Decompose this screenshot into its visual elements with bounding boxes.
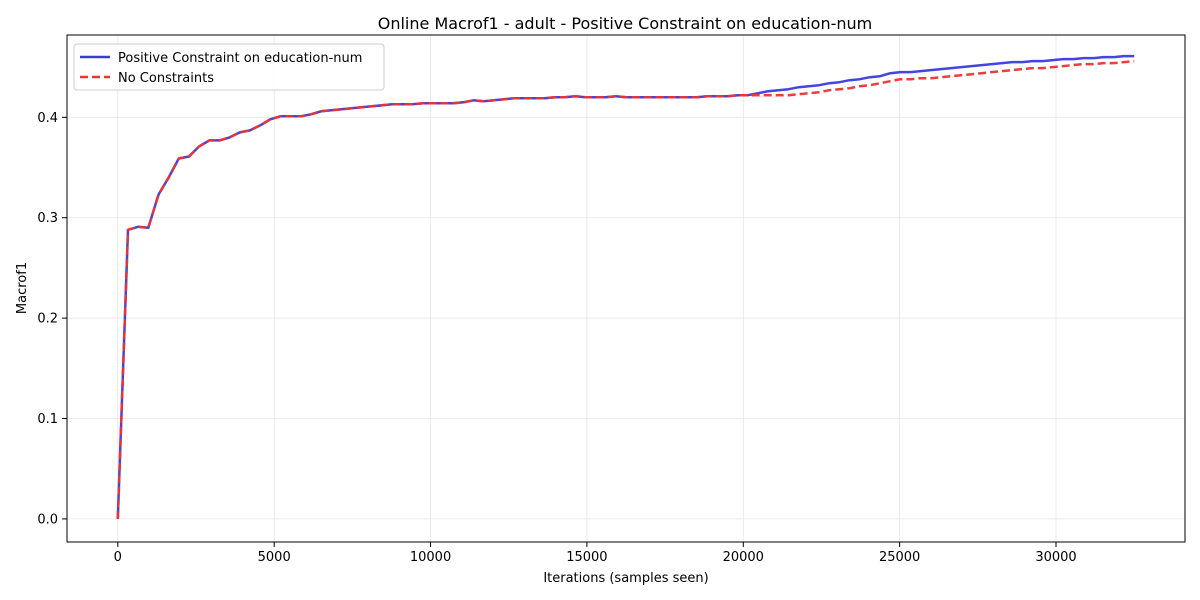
x-tick-label: 15000 [566,550,607,565]
legend-label-no-constraints: No Constraints [118,71,214,86]
grid [67,35,1185,542]
x-axis-ticks: 0 5000 10000 15000 20000 25000 30000 [114,542,1077,565]
y-axis-label: Macrof1 [15,262,30,314]
series-line-no-constraints [116,59,1135,519]
y-tick-label: 0.0 [37,512,58,527]
y-tick-label: 0.1 [37,412,58,427]
x-tick-label: 30000 [1035,550,1076,565]
legend: Positive Constraint on education-num No … [73,43,385,91]
x-tick-label: 20000 [723,550,764,565]
x-tick-label: 10000 [410,550,451,565]
x-tick-label: 0 [114,550,122,565]
y-tick-label: 0.4 [37,111,58,126]
x-tick-label: 5000 [258,550,291,565]
plot-area-frame [66,34,1186,543]
legend-label-positive-constraint: Positive Constraint on education-num [118,51,362,66]
y-axis-ticks: 0.0 0.1 0.2 0.3 0.4 [37,111,67,527]
legend-box [73,43,385,91]
plot-series [116,54,1135,519]
y-tick-label: 0.3 [37,211,58,226]
x-axis-label: Iterations (samples seen) [543,571,708,586]
x-tick-label: 25000 [879,550,920,565]
y-tick-label: 0.2 [37,312,58,327]
chart-title: Online Macrof1 - adult - Positive Constr… [378,14,873,33]
